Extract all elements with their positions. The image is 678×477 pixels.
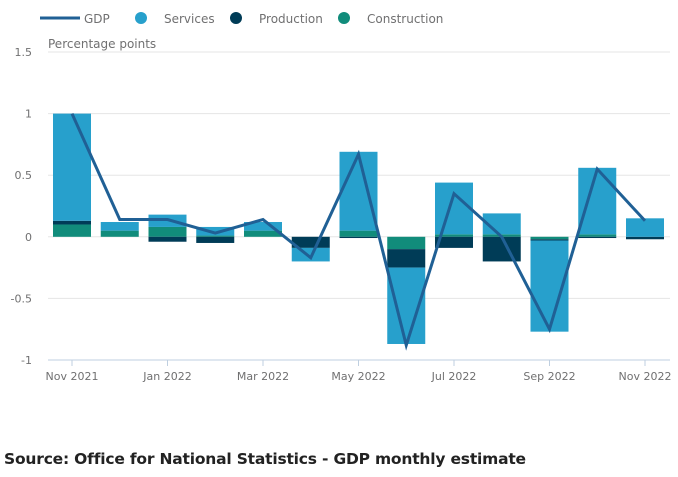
source-note: Source: Office for National Statistics -… — [4, 450, 526, 468]
gdp-contributions-chart: GDP Services Production Construction Per… — [11, 12, 672, 383]
y-tick-label: 0.5 — [15, 169, 33, 182]
y-tick-label: -1 — [21, 354, 32, 367]
x-tick-label: Nov 2021 — [46, 370, 99, 383]
bar-production-apr-2022 — [291, 236, 330, 248]
bar-production-jul-2022 — [435, 236, 473, 248]
legend: GDP Services Production Construction — [40, 12, 443, 26]
bar-production-aug-2022 — [482, 236, 521, 262]
bar-construction-jul-2022 — [435, 234, 473, 237]
legend-label-services: Services — [164, 12, 215, 26]
x-axis: Nov 2021 Jan 2022 Mar 2022 May 2022 Jul 2022… — [46, 359, 672, 383]
bar-services-dec-2021 — [100, 222, 139, 231]
bar-services-oct-2022 — [578, 167, 617, 235]
bar-services-may-2022 — [339, 151, 378, 231]
x-tick-label: May 2022 — [331, 370, 385, 383]
gdp-line-layer — [70, 112, 647, 351]
bar-production-feb-2022 — [196, 236, 235, 243]
x-tick-label: Nov 2022 — [619, 370, 672, 383]
bar-construction-may-2022 — [339, 230, 378, 237]
bar-production-nov-2021 — [53, 220, 91, 225]
legend-label-construction: Construction — [367, 12, 443, 26]
bar-production-jun-2022 — [387, 249, 426, 268]
legend-construction-dot-icon — [338, 12, 350, 24]
bar-production-nov-2022 — [626, 236, 664, 240]
legend-production-dot-icon — [230, 12, 242, 24]
bar-construction-jun-2022 — [387, 236, 426, 250]
y-axis-ticks: 1.5 1 0.5 0 -0.5 -1 — [11, 46, 32, 367]
bar-production-jan-2022 — [148, 236, 187, 242]
y-tick-label: 1.5 — [15, 46, 33, 59]
x-tick-label: Sep 2022 — [523, 370, 575, 383]
bar-construction-dec-2021 — [100, 230, 139, 237]
bar-construction-feb-2022 — [196, 235, 235, 237]
x-tick-label: Jan 2022 — [142, 370, 191, 383]
bar-construction-jan-2022 — [148, 226, 187, 237]
x-tick-label: Mar 2022 — [237, 370, 289, 383]
bars — [53, 113, 664, 344]
bar-services-nov-2022 — [626, 218, 664, 237]
y-tick-label: -0.5 — [11, 292, 32, 305]
bar-construction-sep-2022 — [530, 236, 569, 240]
bar-services-nov-2021 — [53, 113, 91, 221]
y-axis-unit-label: Percentage points — [48, 37, 156, 51]
bar-construction-mar-2022 — [244, 230, 282, 237]
bar-production-sep-2022 — [530, 239, 569, 241]
bar-production-may-2022 — [339, 236, 378, 239]
legend-label-gdp: GDP — [84, 12, 110, 26]
bar-production-oct-2022 — [578, 236, 617, 239]
legend-services-dot-icon — [135, 12, 147, 24]
bar-construction-nov-2021 — [53, 224, 91, 237]
bar-services-mar-2022 — [244, 222, 282, 231]
x-tick-label: Jul 2022 — [431, 370, 477, 383]
bar-construction-oct-2022 — [578, 234, 617, 237]
bar-services-jul-2022 — [435, 182, 473, 235]
legend-label-production: Production — [259, 12, 323, 26]
y-tick-label: 0 — [25, 231, 32, 244]
y-tick-label: 1 — [25, 108, 32, 121]
bar-services-feb-2022 — [196, 226, 235, 236]
